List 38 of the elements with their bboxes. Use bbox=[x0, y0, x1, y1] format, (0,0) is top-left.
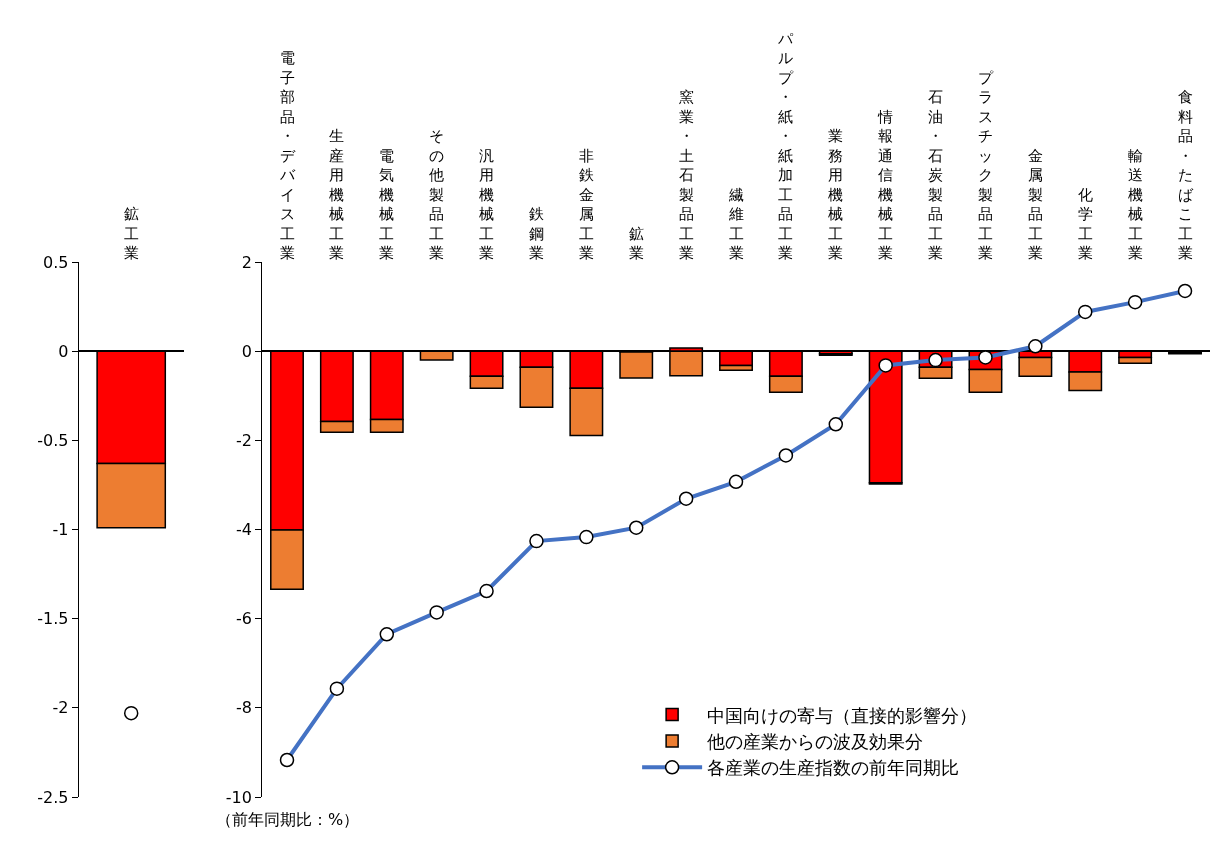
category-label: 電子部品・デバイス工業 bbox=[279, 49, 295, 262]
x-tick-label: 情報通信機械工業 bbox=[877, 107, 894, 262]
text: （前年同期比：%） bbox=[216, 810, 360, 829]
x-tick-label: 金属製品工業 bbox=[1027, 146, 1043, 262]
category-label: 窯業・土石製品工業 bbox=[678, 88, 694, 262]
y-tick-label: 0 bbox=[58, 341, 69, 361]
y-tick-label: -2 bbox=[52, 698, 69, 718]
x-tick-label: 鉱工業 bbox=[123, 205, 139, 262]
x-tick-label: 鉄鋼業 bbox=[528, 205, 544, 262]
x-tick-label: その他製品工業 bbox=[429, 127, 445, 262]
y-tick-label: -1.5 bbox=[37, 609, 69, 629]
y-tick-label: 0.5 bbox=[43, 252, 69, 272]
y-tick-label: -6 bbox=[235, 609, 252, 629]
category-label: プラスチック製品工業 bbox=[977, 68, 993, 262]
category-label: 石油・石炭製品工業 bbox=[928, 88, 944, 262]
y-tick-label: -2 bbox=[235, 430, 252, 450]
x-tick-label: 輸送機械工業 bbox=[1127, 146, 1143, 262]
x-tick-label: 化学工業 bbox=[1077, 185, 1093, 262]
x-tick-label: 汎用機械工業 bbox=[479, 146, 495, 262]
y-tick-label: -10 bbox=[225, 787, 252, 807]
x-tick-label: 電気機械工業 bbox=[379, 146, 395, 262]
y-tick-label: -8 bbox=[235, 698, 252, 718]
x-tick-label: 鉱業 bbox=[628, 224, 644, 262]
x-tick-label: 繊維工業 bbox=[727, 185, 744, 262]
legend-label: 他の産業からの波及効果分 bbox=[707, 730, 924, 752]
y-tick-label: -0.5 bbox=[37, 430, 69, 450]
x-tick-label: 生産用機械工業 bbox=[329, 127, 345, 262]
x-tick-label: 非鉄金属工業 bbox=[578, 146, 594, 262]
x-tick-label: 業務用機械工業 bbox=[828, 127, 844, 262]
legend-label: 各産業の生産指数の前年同期比 bbox=[707, 757, 960, 779]
y-tick-label: -1 bbox=[52, 520, 69, 540]
y-tick-label: -4 bbox=[235, 520, 252, 540]
y-tick-label: 0 bbox=[241, 341, 252, 361]
y-tick-label: 2 bbox=[241, 252, 252, 272]
category-label: パルプ・紙・紙加工品工業 bbox=[778, 29, 794, 262]
legend-label: 中国向けの寄与（直接的影響分） bbox=[707, 704, 978, 726]
category-label: 食料品・たばこ工業 bbox=[1177, 88, 1193, 262]
y-tick-label: -2.5 bbox=[37, 787, 69, 807]
